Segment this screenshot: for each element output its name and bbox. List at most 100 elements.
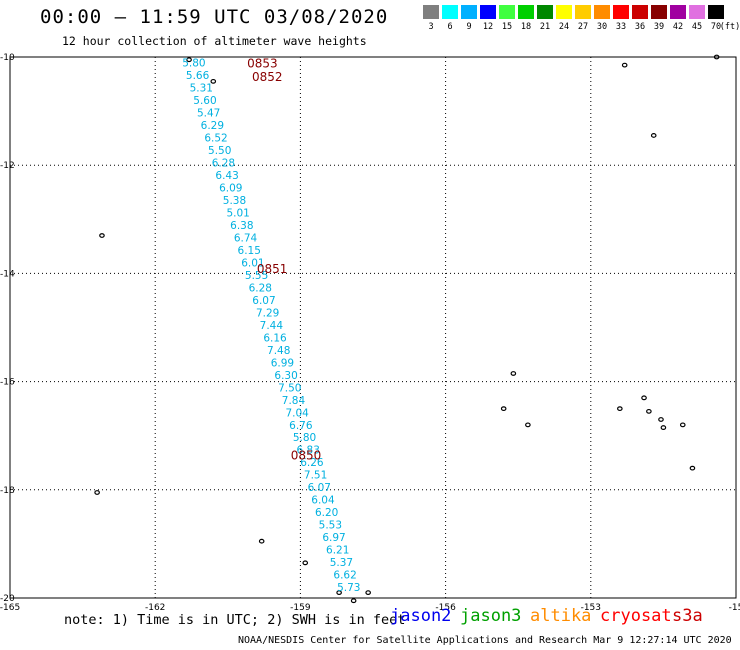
legend-swatch — [499, 5, 515, 19]
island-outline — [258, 538, 265, 544]
swh-value: 6.21 — [326, 545, 349, 557]
swh-value: 7.29 — [256, 307, 279, 319]
time-label: 0852 — [252, 70, 283, 84]
swh-value: 7.44 — [260, 320, 284, 332]
swh-value: 5.80 — [293, 432, 316, 444]
legend-label: 70 — [710, 22, 722, 32]
swh-value: 6.28 — [212, 157, 235, 169]
chart-title: 00:00 – 11:59 UTC 03/08/2020 — [40, 6, 389, 28]
satellite-label-jason2: jason2 — [390, 606, 452, 626]
swh-value: 6.04 — [311, 495, 335, 507]
lat-tick-label: -12 — [0, 161, 15, 171]
swh-value: 7.04 — [285, 407, 309, 419]
island-outline — [210, 78, 217, 84]
island-outline — [336, 590, 342, 595]
altimeter-track: 5.805.665.315.605.476.296.525.506.286.43… — [182, 57, 360, 594]
swh-value: 6.52 — [204, 132, 227, 144]
legend-label: 27 — [577, 22, 589, 32]
swh-value: 5.38 — [223, 195, 246, 207]
satellite-label-jason3: jason3 — [460, 606, 522, 626]
legend-label: 12 — [482, 22, 494, 32]
swh-value: 5.80 — [182, 57, 205, 69]
legend-swatch — [518, 5, 534, 19]
swh-value: 6.30 — [274, 370, 297, 382]
footer-note: note: 1) Time is in UTC; 2) SWH is in fe… — [64, 612, 406, 628]
swh-value: 6.76 — [289, 420, 313, 432]
time-label: 0850 — [291, 449, 322, 463]
swh-value: 6.07 — [308, 482, 331, 494]
legend-swatch — [556, 5, 572, 19]
satellite-label-cryosat: cryosat — [600, 606, 672, 626]
island-outline — [646, 408, 652, 414]
swh-value: 5.31 — [190, 82, 213, 94]
swh-value: 6.26 — [300, 457, 324, 469]
axis-labels: -10 -12 -14 -16 -18 -20-165 -162 -159 -156 -153 -1… — [0, 53, 740, 613]
lat-tick-label: -10 — [0, 53, 15, 63]
lon-tick-label: -15 — [729, 603, 740, 613]
swh-value: 6.01 — [241, 257, 264, 269]
legend-swatch — [575, 5, 591, 19]
legend-label: 30 — [596, 22, 608, 32]
legend-swatch — [461, 5, 477, 19]
islands — [94, 54, 720, 604]
legend-label: 42 — [672, 22, 684, 32]
swh-value: 6.28 — [249, 282, 272, 294]
swh-value: 6.20 — [315, 507, 338, 519]
map-grid — [9, 56, 737, 599]
island-outline — [641, 395, 647, 401]
legend-label: 9 — [466, 22, 472, 32]
lon-tick-label: -159 — [290, 603, 311, 613]
legend-swatch — [480, 5, 496, 19]
legend-label: 3 — [428, 22, 434, 32]
legend-label: 6 — [447, 22, 453, 32]
swh-value: 5.47 — [197, 107, 220, 119]
legend-swatch — [708, 5, 724, 19]
lon-tick-label: -153 — [581, 603, 601, 613]
island-outline — [658, 417, 664, 422]
legend-label: 39 — [653, 22, 665, 32]
lon-tick-label: -165 — [0, 603, 20, 613]
swh-value: 6.62 — [333, 570, 356, 582]
legend-swatch — [613, 5, 629, 19]
island-outline — [350, 598, 357, 604]
swh-value: 6.07 — [252, 295, 275, 307]
swh-value: 6.74 — [234, 232, 258, 244]
legend-swatch — [442, 5, 458, 19]
island-outline — [617, 406, 623, 412]
legend-label: 33 — [615, 22, 627, 32]
legend-swatch — [537, 5, 553, 19]
legend-label: 15 — [501, 22, 513, 32]
island-outline — [500, 406, 507, 412]
island-outline — [186, 57, 192, 63]
legend-unit: (ft) — [719, 22, 740, 32]
swh-value: 6.15 — [238, 245, 261, 257]
swh-value: 6.99 — [271, 357, 294, 369]
island-outline — [99, 233, 105, 238]
island-outline — [679, 422, 686, 428]
swh-value: 6.97 — [322, 532, 345, 544]
island-outline — [660, 425, 667, 430]
legend-label: 18 — [520, 22, 532, 32]
swh-value: 7.50 — [278, 382, 301, 394]
swh-value: 7.48 — [267, 345, 290, 357]
chart-subtitle: 12 hour collection of altimeter wave hei… — [62, 34, 367, 48]
legend-label: 45 — [691, 22, 703, 32]
lat-tick-label: -18 — [0, 486, 15, 496]
island-outline — [621, 62, 628, 68]
island-outline — [302, 560, 309, 566]
legend-swatch — [651, 5, 667, 19]
swh-value: 5.01 — [226, 207, 249, 219]
island-outline — [713, 54, 720, 60]
island-outline — [365, 590, 371, 595]
lat-tick-label: -14 — [0, 269, 15, 279]
swh-value: 6.38 — [230, 220, 253, 232]
legend-swatch — [632, 5, 648, 19]
legend-swatch — [423, 5, 439, 19]
island-outline — [689, 465, 696, 471]
legend-label: 36 — [634, 22, 646, 32]
island-outline — [94, 490, 100, 495]
footer-credit: NOAA/NESDIS Center for Satellite Applica… — [238, 635, 732, 646]
legend-label: 21 — [539, 22, 551, 32]
